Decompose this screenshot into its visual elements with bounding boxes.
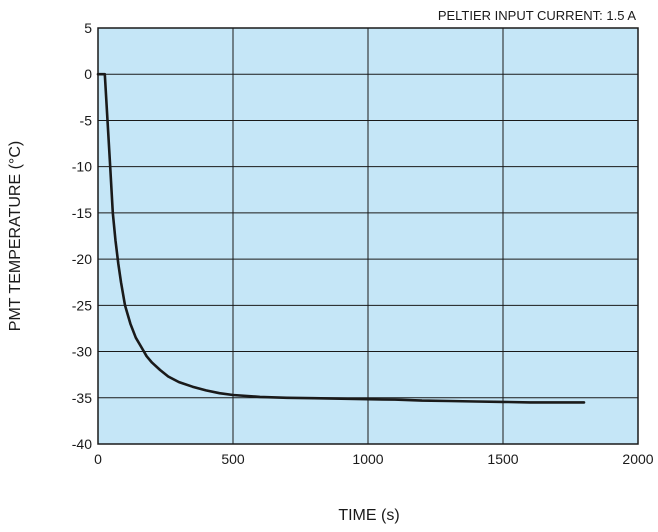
temperature-line bbox=[96, 72, 586, 404]
y-tick-label: -30 bbox=[72, 344, 92, 360]
y-tick-label: -20 bbox=[72, 251, 92, 267]
plot-frame bbox=[97, 27, 639, 445]
y-tick-label: -15 bbox=[72, 205, 92, 221]
x-axis-label: TIME (s) bbox=[338, 507, 399, 524]
y-tick-label: -40 bbox=[72, 436, 92, 452]
chart-annotation: PELTIER INPUT CURRENT: 1.5 A bbox=[438, 8, 637, 23]
grid bbox=[98, 28, 638, 444]
x-tick-label: 1000 bbox=[352, 451, 383, 467]
tick-labels: 0 500 1000 1500 2000 5 0 -5 -10 -15 -20 -25 -30 -35 -4… bbox=[72, 20, 654, 467]
x-tick-label: 500 bbox=[221, 451, 245, 467]
y-tick-label: -35 bbox=[72, 390, 92, 406]
y-tick-label: 0 bbox=[84, 66, 92, 82]
x-tick-label: 1500 bbox=[487, 451, 518, 467]
x-tick-label: 0 bbox=[94, 451, 102, 467]
x-tick-label: 2000 bbox=[622, 451, 653, 467]
y-tick-label: -25 bbox=[72, 297, 92, 313]
y-tick-label: -5 bbox=[80, 112, 93, 128]
y-tick-label: 5 bbox=[84, 20, 92, 36]
y-axis-label: PMT TEMPERATURE (°C) bbox=[7, 141, 24, 331]
y-tick-label: -10 bbox=[72, 159, 92, 175]
